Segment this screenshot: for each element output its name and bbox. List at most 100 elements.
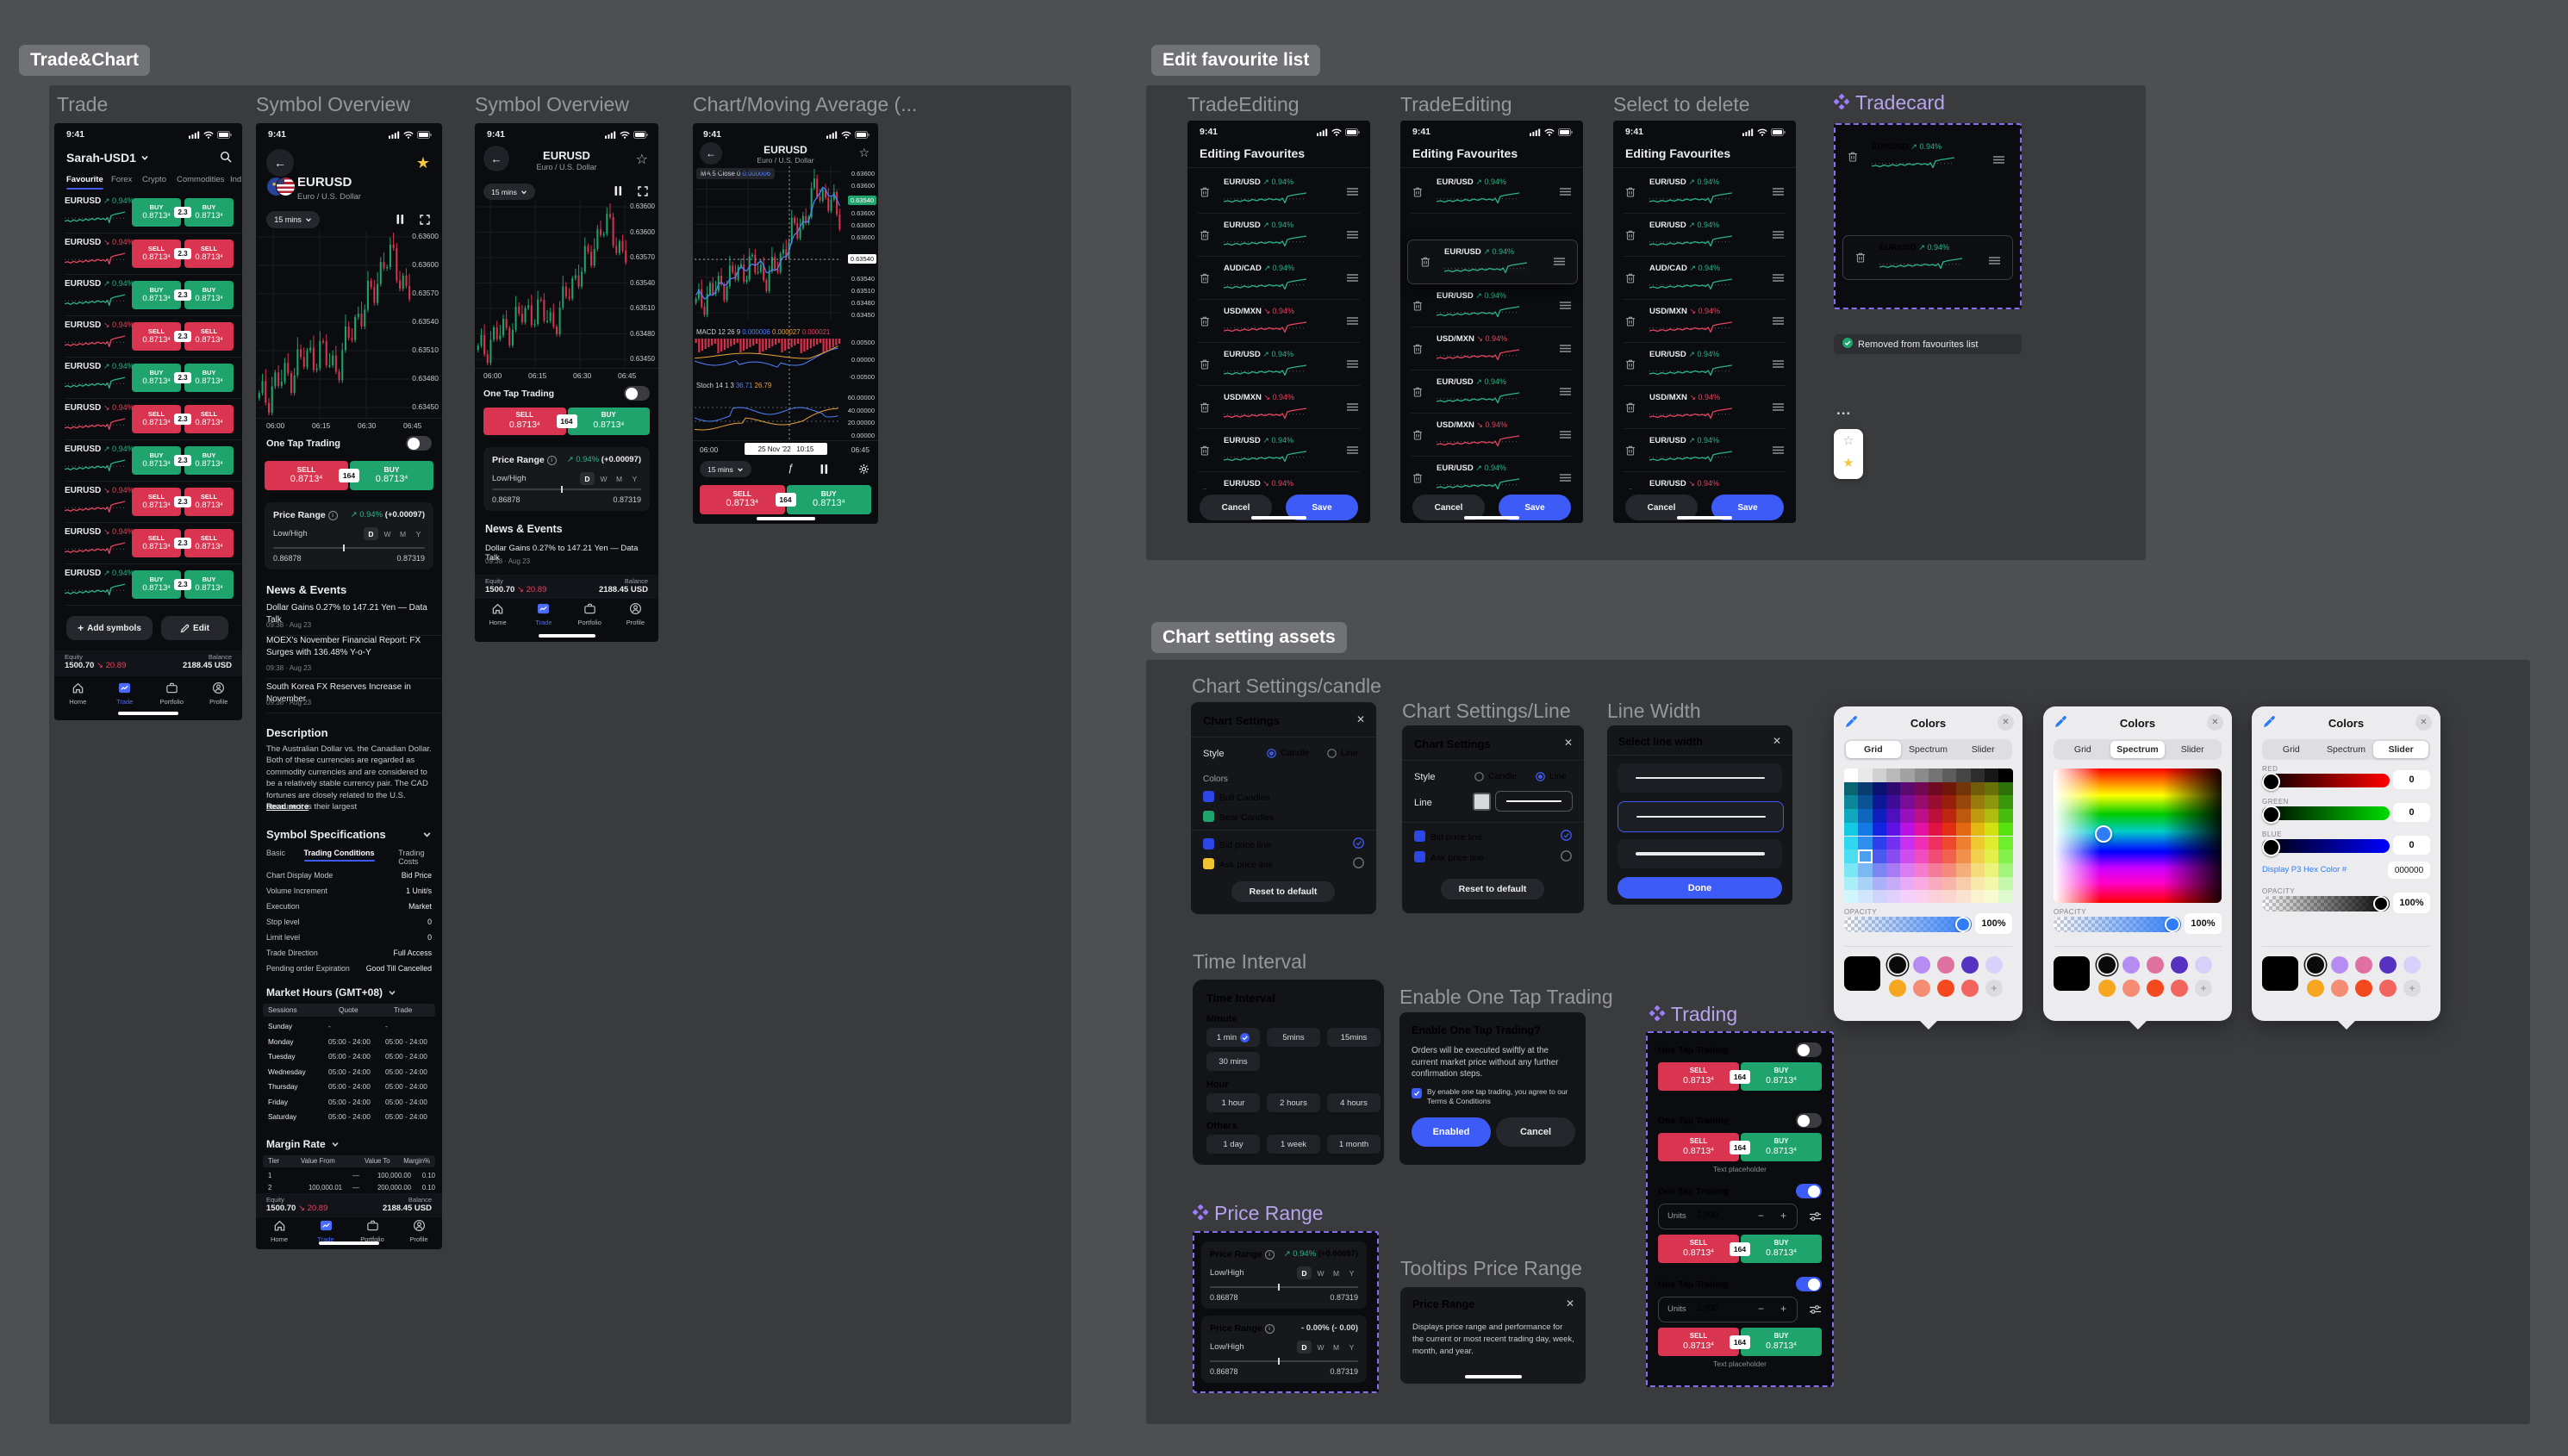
trash-icon[interactable] [1200, 229, 1210, 240]
spec-tab[interactable]: Trading Conditions [303, 849, 375, 862]
rgb-slider[interactable] [2262, 773, 2390, 791]
sell-button[interactable]: SELL 0.87134 [483, 408, 566, 435]
tab-favourite[interactable]: Favourite [66, 175, 103, 190]
delete-row-button[interactable] [1412, 300, 1423, 314]
chart-area[interactable] [477, 201, 627, 370]
interval-selector[interactable]: 15 mins [700, 461, 751, 477]
style-line-option[interactable]: Line [1327, 748, 1358, 758]
drag-handle-icon[interactable] [1560, 431, 1571, 439]
back-button[interactable]: ← [266, 149, 294, 177]
editing-row[interactable]: EUR/USD ↗ 0.94% [1613, 429, 1796, 472]
period-Y[interactable]: Y [1349, 1268, 1355, 1278]
period-D[interactable]: D [1297, 1266, 1312, 1279]
symbol-row[interactable]: EURUSD ↘ 0.94% SELL 0.87134 SELL 0.87134 2… [54, 399, 242, 440]
interval-chip[interactable]: 4 hours [1327, 1093, 1381, 1112]
drag-handle-icon[interactable] [1773, 188, 1784, 196]
search-icon[interactable] [220, 151, 232, 163]
trash-icon[interactable] [1200, 445, 1210, 456]
interval-selector[interactable]: 15 mins [483, 184, 535, 200]
account-selector[interactable]: Sarah-USD1 [66, 151, 149, 165]
saved-swatch[interactable] [1961, 956, 1979, 974]
delete-row-button[interactable] [1412, 343, 1423, 357]
opacity-slider[interactable] [2262, 896, 2390, 912]
delete-row-button[interactable] [1200, 186, 1210, 200]
color-grid[interactable] [1844, 768, 2013, 903]
period-D[interactable]: D [364, 527, 378, 540]
one-tap-toggle[interactable] [1796, 1113, 1822, 1129]
tab-home[interactable]: Home [256, 1219, 302, 1243]
drag-handle-icon[interactable] [1560, 345, 1571, 352]
news-item-title[interactable]: MOEX's November Financial Report: FX Sur… [266, 636, 421, 657]
trash-icon[interactable] [1200, 401, 1210, 413]
tab-portfolio[interactable]: Portfolio [349, 1219, 396, 1243]
tab-spectrum[interactable]: Spectrum [2110, 741, 2166, 758]
delete-row-button[interactable] [1412, 429, 1423, 443]
close-icon[interactable]: ✕ [1356, 713, 1365, 725]
eyedropper-icon[interactable] [1844, 715, 1858, 733]
saved-swatch[interactable] [2379, 980, 2397, 997]
one-tap-toggle[interactable] [624, 386, 650, 401]
delete-row-button[interactable] [1200, 315, 1210, 329]
style-candle-option[interactable]: Candle [1267, 748, 1309, 758]
tab-profile[interactable]: Profile [396, 1219, 442, 1243]
close-icon[interactable]: ✕ [1563, 737, 1573, 749]
saved-swatch[interactable] [2147, 980, 2164, 997]
saved-swatch[interactable] [1937, 980, 1954, 997]
delete-row-button[interactable] [1855, 252, 1866, 267]
delete-row-button[interactable] [1200, 272, 1210, 286]
line-color-swatch[interactable] [1473, 793, 1491, 811]
editing-row[interactable]: EUR/USD ↗ 0.94% [1613, 214, 1796, 257]
saved-swatch[interactable] [1937, 956, 1954, 974]
interval-chip[interactable]: 1 month [1327, 1135, 1381, 1154]
tab-home[interactable]: Home [475, 602, 520, 626]
pause-control[interactable] [396, 215, 404, 227]
tab-spectrum[interactable]: Spectrum [1909, 744, 1948, 755]
color-swatch[interactable] [1203, 811, 1214, 822]
sell-button[interactable]: SELL 0.87134 [132, 488, 181, 516]
buy-button[interactable]: BUY 0.87134 [132, 446, 181, 475]
ask-line-check[interactable] [1561, 850, 1572, 866]
editing-row[interactable]: EUR/USD ↗ 0.94% [1400, 370, 1583, 414]
opacity-slider[interactable] [2054, 917, 2181, 932]
delete-row-button[interactable] [1420, 256, 1430, 270]
saved-swatch[interactable] [2331, 956, 2348, 974]
delete-row-button[interactable] [1200, 229, 1210, 243]
tab-portfolio[interactable]: Portfolio [148, 681, 196, 706]
drag-handle-icon[interactable] [1554, 258, 1565, 265]
margin-rate-heading[interactable]: Margin Rate [266, 1138, 340, 1150]
market-hours-heading[interactable]: Market Hours (GMT+08) [266, 986, 396, 999]
line-width-option[interactable] [1617, 801, 1784, 832]
buy-button[interactable]: BUY 0.87134 [132, 364, 181, 392]
main-chart[interactable] [695, 166, 841, 322]
saved-swatch[interactable] [2147, 956, 2164, 974]
color-swatch[interactable] [1414, 851, 1425, 862]
trash-icon[interactable] [1200, 272, 1210, 283]
fullscreen-icon[interactable] [420, 215, 430, 225]
drag-handle-icon[interactable] [1993, 156, 2004, 164]
trash-icon[interactable] [1848, 151, 1858, 162]
agree-checkbox[interactable] [1412, 1088, 1422, 1098]
tab-home[interactable]: Home [54, 681, 102, 706]
done-button[interactable]: Done [1617, 877, 1782, 899]
buy-button[interactable]: BUY 0.87134 [567, 408, 650, 435]
color-swatch[interactable] [1203, 838, 1214, 849]
sell-button[interactable]: SELL 0.87134 [132, 240, 181, 268]
bull-candles-row[interactable]: Bull Candles [1203, 791, 1270, 803]
saved-swatch[interactable] [2379, 956, 2397, 974]
delete-row-button[interactable] [1200, 401, 1210, 415]
back-button[interactable]: ← [483, 146, 509, 171]
drag-handle-icon[interactable] [1773, 360, 1784, 368]
interval-selector[interactable]: 15 mins [266, 211, 320, 228]
save-button[interactable]: Save [1499, 495, 1571, 520]
saved-swatch-selected[interactable] [1889, 956, 1906, 974]
trash-icon[interactable] [1412, 472, 1423, 483]
news-item-title[interactable]: Dollar Gains 0.27% to 147.21 Yen — Data … [485, 544, 639, 563]
drag-handle-icon[interactable] [1989, 257, 2000, 264]
editing-row[interactable]: EUR/USD ↗ 0.94% [1613, 343, 1796, 386]
one-tap-toggle[interactable] [406, 436, 432, 451]
drag-handle-icon[interactable] [1347, 403, 1358, 411]
sell-button[interactable]: SELL 0.87134 [184, 488, 234, 516]
tab-commodities[interactable]: Commodities [177, 175, 225, 184]
tab-trade[interactable]: Trade [520, 602, 566, 626]
pause-control[interactable] [614, 186, 622, 198]
